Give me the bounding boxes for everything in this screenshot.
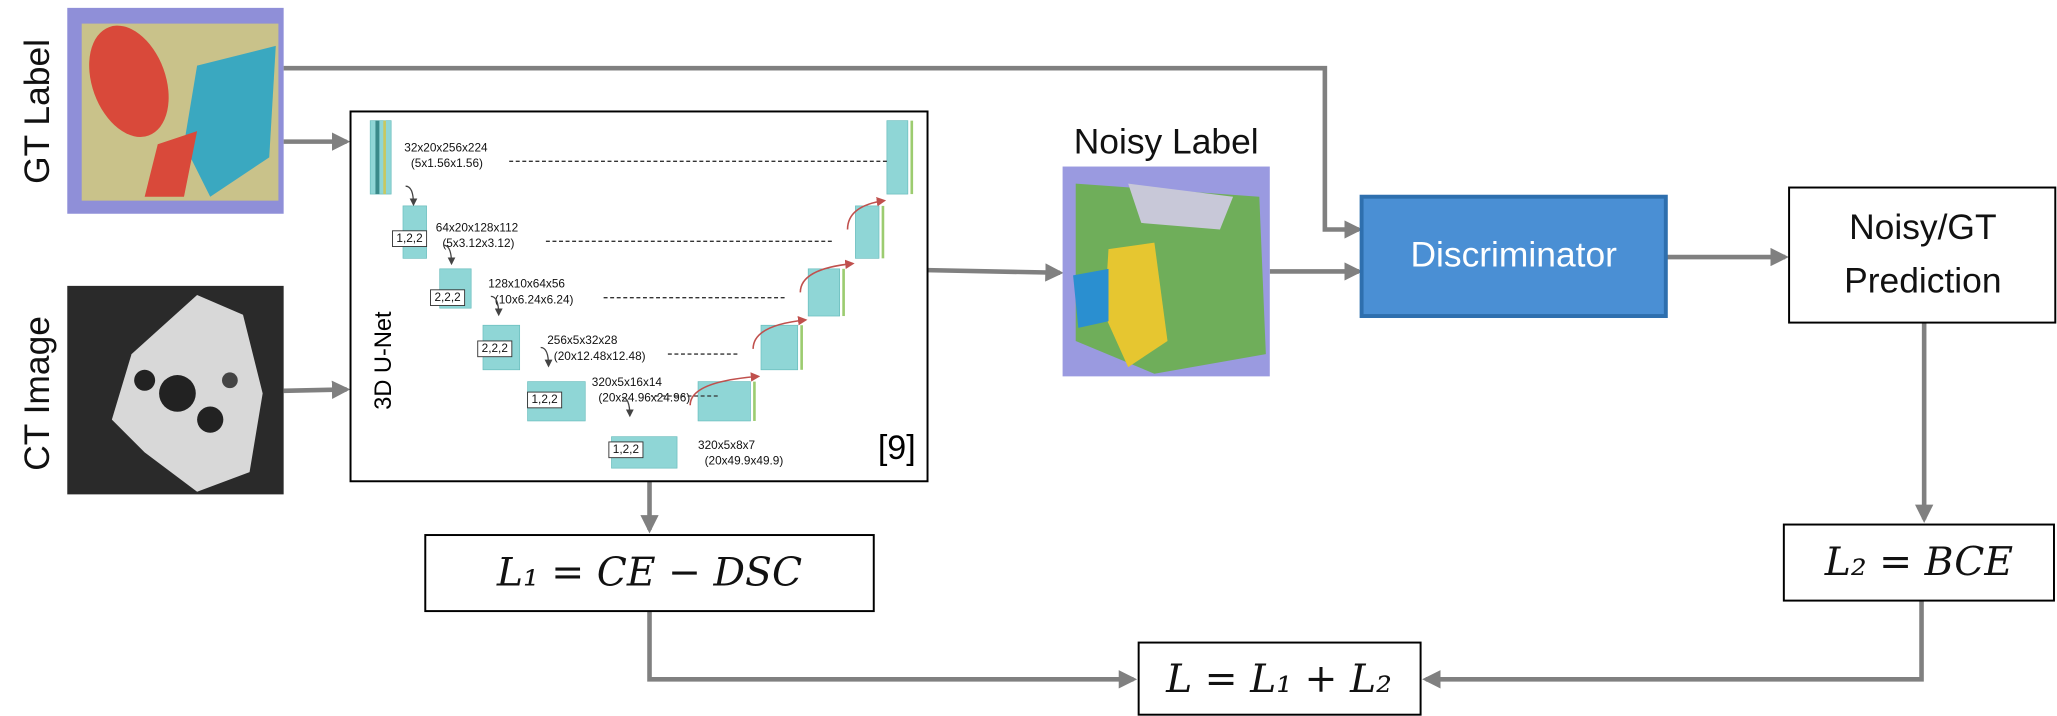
level-size: 64x20x128x112 <box>436 220 518 234</box>
ct-label: CT Image <box>17 316 57 471</box>
level-spacing: (20x24.96x24.96) <box>598 391 690 405</box>
block-stripe <box>800 325 803 370</box>
level-spacing: (5x1.56x1.56) <box>411 156 483 170</box>
level-spacing: (20x12.48x12.48) <box>554 349 646 363</box>
block-stripe <box>842 269 845 316</box>
noisy-label-title: Noisy Label <box>1074 122 1259 162</box>
level-spacing: (10x6.24x6.24) <box>495 292 574 306</box>
level-spacing: (5x3.12x3.12) <box>442 236 514 250</box>
decoder-block <box>761 325 798 370</box>
level-size: 128x10x64x56 <box>488 277 565 291</box>
gt-image <box>67 8 283 214</box>
level-size: 256x5x32x28 <box>547 333 618 347</box>
stride-label: 1,2,2 <box>531 392 557 406</box>
discriminator-label: Discriminator <box>1410 234 1617 274</box>
block-stripe <box>383 121 386 194</box>
gt-label: GT Label <box>17 39 57 184</box>
level-size: 320x5x16x14 <box>592 375 663 389</box>
loss-l1: L₁ = CE − DSC <box>496 550 802 596</box>
citation: [9] <box>878 429 916 467</box>
unet-title: 3D U-Net <box>371 311 397 410</box>
decoder-block <box>855 206 879 258</box>
decoder-block <box>808 269 839 316</box>
level-spacing: (20x49.9x49.9) <box>705 454 784 468</box>
stride-label: 2,2,2 <box>482 341 508 355</box>
noisy-label-image <box>1063 167 1270 377</box>
prediction-line: Prediction <box>1844 261 2001 301</box>
loss-l2: L₂ = BCE <box>1824 539 2014 585</box>
block-stripe <box>375 121 379 194</box>
stride-label: 1,2,2 <box>613 442 639 456</box>
encoder-block <box>370 121 391 194</box>
block-stripe <box>910 121 913 194</box>
block-stripe <box>753 382 756 421</box>
stride-label: 2,2,2 <box>434 290 460 304</box>
level-size: 32x20x256x224 <box>404 140 488 154</box>
pipeline-diagram: GT Label CT Image 3D U-Net [9] 32x20x256… <box>0 0 2057 716</box>
ct-image <box>67 286 283 495</box>
level-size: 320x5x8x7 <box>698 438 755 452</box>
block-stripe <box>882 206 885 258</box>
decoder-block <box>887 121 908 194</box>
stride-label: 1,2,2 <box>396 231 422 245</box>
prediction-line: Noisy/GT <box>1849 207 1996 247</box>
loss-total: L = L₁ + L₂ <box>1165 656 1392 702</box>
